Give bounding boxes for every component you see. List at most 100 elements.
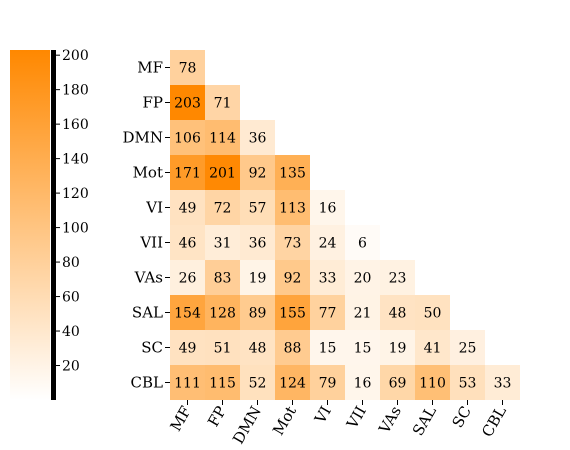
- x-axis-labels: MF FP DMN Mot VI VII VAs SAL SC CBL: [166, 400, 510, 447]
- x-tick-label: Mot: [269, 403, 300, 438]
- heatmap-cell: [240, 225, 275, 260]
- colorbar-tick-label: 120: [62, 186, 89, 202]
- cell-value-label: 69: [389, 376, 407, 392]
- cell-value-label: 111: [174, 376, 201, 392]
- cell-value-label: 79: [319, 376, 337, 392]
- colorbar-tick-label: 60: [62, 290, 80, 306]
- heatmap-cell: [275, 260, 310, 295]
- cell-value-label: 203: [174, 96, 201, 112]
- colorbar-gradient: [10, 50, 50, 400]
- cell-value-label: 49: [179, 201, 197, 217]
- x-tick-label: CBL: [478, 403, 510, 440]
- cell-value-label: 115: [209, 376, 236, 392]
- cell-value-label: 33: [319, 271, 337, 287]
- cell-value-label: 106: [174, 131, 201, 147]
- heatmap-cell: [415, 365, 450, 400]
- cell-value-label: 15: [354, 341, 372, 357]
- colorbar-tick-label: 180: [62, 83, 89, 99]
- y-tick-label: SAL: [132, 304, 163, 322]
- heatmap-cell: [170, 155, 205, 190]
- cell-value-label: 49: [179, 341, 197, 357]
- heatmap-cell: [205, 330, 240, 365]
- cell-value-label: 48: [249, 341, 267, 357]
- x-tick-label: SC: [448, 403, 474, 431]
- cell-value-label: 135: [279, 166, 306, 182]
- cell-value-label: 124: [279, 376, 306, 392]
- heatmap-cell: [205, 120, 240, 155]
- heatmap-cell: [240, 155, 275, 190]
- heatmap-cell: [310, 365, 345, 400]
- heatmap-cell: [275, 365, 310, 400]
- cell-value-label: 21: [354, 306, 372, 322]
- cell-value-label: 25: [459, 341, 477, 357]
- heatmap-cell: [205, 190, 240, 225]
- colorbar-tick-label: 40: [62, 324, 80, 340]
- heatmap-cell: [310, 225, 345, 260]
- x-tick-label: MF: [166, 403, 194, 434]
- cell-value-label: 6: [358, 236, 367, 252]
- heatmap-cell: [205, 295, 240, 330]
- cell-value-label: 52: [249, 376, 267, 392]
- cell-value-label: 46: [179, 236, 197, 252]
- x-tick-label: SAL: [409, 403, 440, 439]
- heatmap-cell: [415, 330, 450, 365]
- heatmap-cell: [275, 295, 310, 330]
- cell-value-label: 92: [284, 271, 302, 287]
- x-tick-label: VII: [343, 403, 370, 433]
- cell-value-label: 26: [179, 271, 197, 287]
- heatmap-cell: [450, 365, 485, 400]
- heatmap-cell: [170, 225, 205, 260]
- cell-value-label: 77: [319, 306, 337, 322]
- heatmap-cell: [345, 225, 380, 260]
- cell-value-label: 113: [279, 201, 306, 217]
- cell-value-label: 154: [174, 306, 201, 322]
- heatmap-cell: [380, 260, 415, 295]
- heatmap-cell: [170, 365, 205, 400]
- heatmap-cells: 78 203 71 106 114 36 171 201 92 135 49 72 57 113 16 46 3…: [170, 50, 520, 400]
- cell-value-label: 16: [354, 376, 372, 392]
- heatmap-cell: [205, 155, 240, 190]
- cell-value-label: 16: [319, 201, 337, 217]
- cell-value-label: 51: [214, 341, 232, 357]
- y-axis-labels: MF FP DMN Mot VI VII VAs SAL SC CBL: [122, 59, 170, 392]
- cell-value-label: 23: [389, 271, 407, 287]
- heatmap-cell: [205, 85, 240, 120]
- heatmap-cell: [485, 365, 520, 400]
- y-tick-label: MF: [137, 59, 163, 77]
- heatmap-cell: [345, 330, 380, 365]
- cell-value-label: 33: [494, 376, 512, 392]
- cell-value-label: 15: [319, 341, 337, 357]
- cell-value-label: 19: [389, 341, 407, 357]
- x-tick-label: DMN: [229, 403, 265, 447]
- heatmap-cell: [380, 330, 415, 365]
- y-tick-label: VII: [139, 234, 163, 252]
- heatmap-cell: [240, 295, 275, 330]
- cell-value-label: 89: [249, 306, 267, 322]
- heatmap-cell: [310, 330, 345, 365]
- cell-value-label: 72: [214, 201, 232, 217]
- heatmap-cell: [275, 330, 310, 365]
- heatmap-cell: [380, 295, 415, 330]
- colorbar-tick-label: 200: [62, 48, 89, 64]
- cell-value-label: 83: [214, 271, 232, 287]
- cell-value-label: 19: [249, 271, 267, 287]
- heatmap-cell: [240, 330, 275, 365]
- cell-value-label: 48: [389, 306, 407, 322]
- heatmap-cell: [240, 190, 275, 225]
- heatmap-cell: [240, 260, 275, 295]
- heatmap-cell: [170, 260, 205, 295]
- colorbar-axis: [51, 50, 56, 400]
- cell-value-label: 31: [214, 236, 232, 252]
- cell-value-label: 171: [174, 166, 201, 182]
- cell-value-label: 114: [209, 131, 236, 147]
- colorbar-tick-label: 20: [62, 359, 80, 375]
- y-tick-label: Mot: [133, 164, 163, 182]
- heatmap-cell: [170, 190, 205, 225]
- colorbar: 20 40 60 80 100 120 140 160 180 200: [10, 48, 89, 400]
- heatmap-cell: [310, 295, 345, 330]
- cell-value-label: 88: [284, 341, 302, 357]
- heatmap-cell: [170, 295, 205, 330]
- heatmap-cell: [275, 225, 310, 260]
- cell-value-label: 50: [424, 306, 442, 322]
